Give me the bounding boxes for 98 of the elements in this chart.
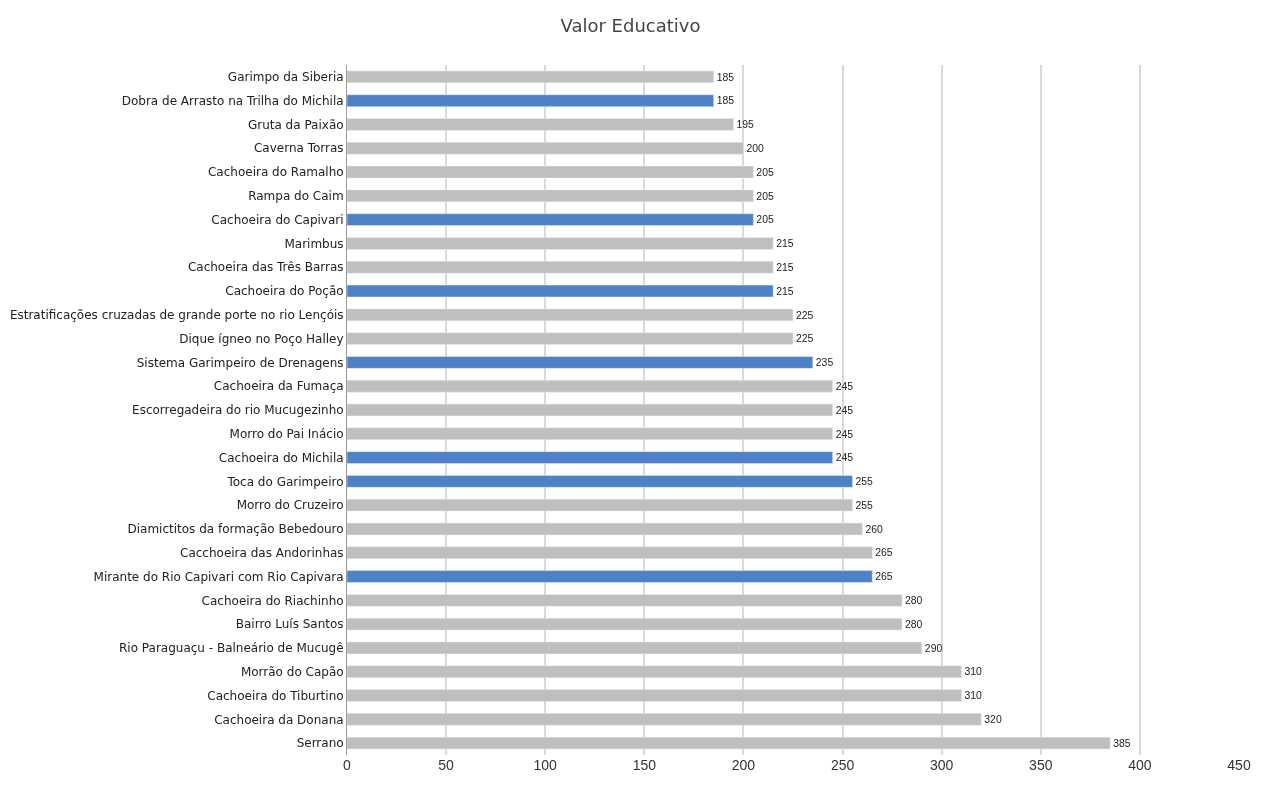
y-tick-label: Bairro Luís Santos	[235, 617, 344, 632]
y-tick-label: Gruta da Paixão	[247, 117, 344, 132]
x-tick-label: 100	[533, 757, 558, 773]
bar	[347, 165, 754, 179]
y-tick-label: Cachoeira do Riachinho	[201, 593, 344, 608]
y-tick-label: Estratificações cruzadas de grande porte no rio Lençóis	[9, 308, 344, 323]
data-label: 280	[905, 595, 923, 607]
y-tick-label: Cachoeira do Michila	[218, 450, 344, 465]
y-tick-label: Cachoeira da Fumaça	[213, 379, 344, 394]
bar	[347, 665, 962, 678]
y-tick-label: Morro do Pai Inácio	[229, 426, 344, 441]
x-tick-label: 450	[1227, 757, 1251, 773]
y-tick-label: Dobra de Arrasto na Trilha do Michila	[121, 93, 344, 108]
data-label: 280	[905, 618, 923, 630]
y-tick-label: Cacchoeira das Andorinhas	[180, 545, 344, 560]
data-label: 205	[756, 214, 774, 226]
data-label: 205	[756, 166, 774, 178]
bar	[347, 475, 853, 488]
bar	[347, 594, 903, 607]
y-tick-label: Morrão do Capão	[240, 664, 344, 679]
data-label: 185	[716, 71, 735, 83]
data-label: 310	[964, 690, 983, 702]
y-tick-label: Sistema Garimpeiro de Drenagens	[136, 355, 344, 370]
bar	[347, 118, 734, 131]
bar	[347, 70, 714, 84]
data-label: 200	[746, 142, 765, 154]
data-label: 245	[835, 404, 854, 416]
data-label: 265	[875, 571, 893, 583]
y-tick-label: Caverna Torras	[253, 141, 344, 156]
chart-title: Valor Educativo	[560, 15, 701, 37]
y-tick-label: Escorregadeira do rio Mucugezinho	[132, 403, 344, 418]
data-label: 225	[796, 309, 814, 321]
bar	[347, 641, 923, 655]
bar	[347, 522, 863, 536]
bar	[347, 237, 774, 250]
bar	[347, 189, 754, 203]
bar	[347, 142, 744, 155]
x-tick-label: 250	[830, 757, 855, 773]
y-tick-label: Marimbus	[284, 236, 344, 251]
x-tick-label: 150	[632, 757, 657, 773]
bar	[347, 713, 982, 726]
data-label: 385	[1113, 737, 1131, 749]
x-tick-label: 0	[343, 757, 352, 773]
data-label: 265	[875, 547, 893, 559]
data-label: 245	[835, 428, 854, 440]
x-tick-label: 50	[438, 757, 455, 773]
bar	[347, 570, 873, 583]
x-tick-label: 300	[929, 757, 954, 773]
bar	[347, 736, 1111, 750]
data-label: 185	[716, 95, 735, 107]
bar	[347, 617, 903, 631]
data-label: 310	[964, 666, 983, 678]
y-tick-label: Diamictitos da formação Bebedouro	[127, 522, 344, 537]
y-tick-label: Rio Paraguaçu - Balneário de Mucugê	[119, 641, 344, 656]
data-label: 245	[835, 380, 854, 392]
bar	[347, 213, 754, 226]
bar	[347, 356, 814, 369]
y-tick-label: Serrano	[296, 736, 344, 751]
data-label: 215	[776, 238, 794, 250]
y-tick-label: Cachoeira do Ramalho	[207, 165, 344, 180]
data-label: 320	[984, 714, 1002, 726]
data-label: 235	[815, 357, 834, 369]
bar	[347, 427, 833, 440]
bar	[347, 332, 794, 345]
x-tick-label: 400	[1128, 757, 1152, 773]
y-tick-label: Cachoeira das Três Barras	[187, 260, 344, 275]
x-tick-label: 350	[1029, 757, 1053, 773]
y-tick-label: Garimpo da Siberia	[227, 70, 344, 85]
y-tick-label: Cachoeira do Capivari	[211, 212, 344, 227]
bar	[347, 380, 833, 393]
bar	[347, 498, 853, 512]
x-tick-label: 200	[731, 757, 756, 773]
data-label: 245	[835, 452, 854, 464]
data-label: 215	[776, 261, 794, 273]
y-tick-label: Cachoeira do Tiburtino	[207, 688, 344, 703]
y-tick-label: Rampa do Caim	[248, 189, 344, 204]
data-label: 290	[924, 642, 943, 654]
bar	[347, 94, 714, 107]
bar	[347, 308, 794, 322]
data-label: 225	[796, 333, 814, 345]
bar	[347, 689, 962, 702]
y-tick-label: Cachoeira do Poção	[225, 284, 344, 299]
data-label: 260	[865, 523, 883, 535]
bar	[347, 284, 774, 298]
bar	[347, 261, 774, 274]
bar	[347, 451, 833, 464]
y-tick-label: Morro do Cruzeiro	[236, 498, 344, 513]
y-tick-label: Toca do Garimpeiro	[226, 474, 344, 489]
bar	[347, 403, 833, 417]
data-label: 255	[855, 476, 874, 488]
data-label: 255	[855, 499, 874, 511]
y-tick-label: Dique ígneo no Poço Halley	[179, 331, 344, 346]
data-label: 215	[776, 285, 794, 297]
data-label: 195	[736, 119, 755, 131]
y-tick-label: Mirante do Rio Capivari com Rio Capivara	[93, 569, 344, 584]
y-tick-label: Cachoeira da Donana	[214, 712, 344, 727]
data-label: 205	[756, 190, 774, 202]
bar	[347, 546, 873, 559]
